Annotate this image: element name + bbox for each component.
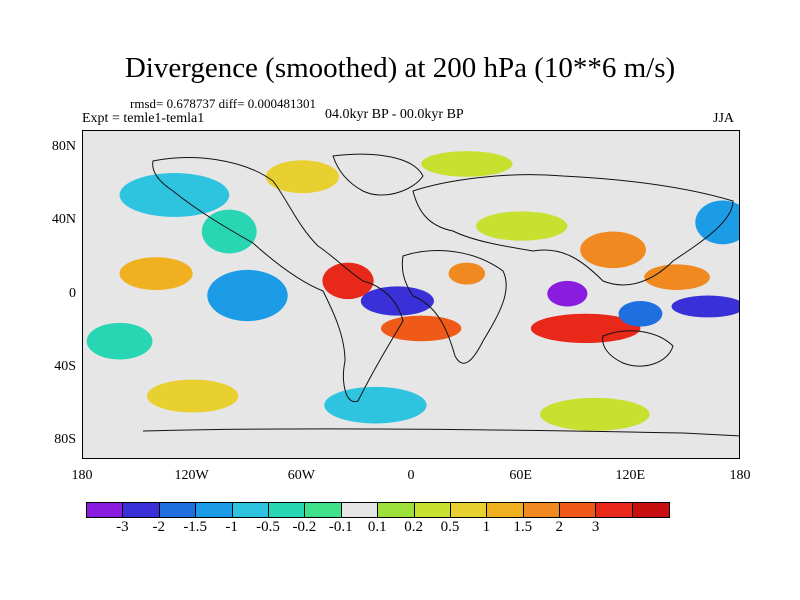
divergence-feature <box>119 257 193 291</box>
divergence-feature <box>547 280 588 307</box>
colorbar-swatch <box>414 503 451 517</box>
colorbar-swatch <box>560 503 597 517</box>
divergence-map <box>83 131 739 458</box>
colorbar-swatch <box>450 503 488 517</box>
divergence-field <box>86 151 739 431</box>
divergence-feature <box>475 211 568 241</box>
divergence-feature <box>580 231 646 269</box>
colorbar <box>86 502 671 518</box>
colorbar-swatch <box>341 503 379 517</box>
divergence-feature <box>119 173 230 217</box>
divergence-feature <box>671 295 739 318</box>
colorbar-tick-label: 2 <box>555 519 563 535</box>
colorbar-swatch <box>87 503 124 517</box>
colorbar-swatch <box>196 503 233 517</box>
divergence-feature <box>324 386 427 424</box>
colorbar-swatch <box>159 503 197 517</box>
map-panel <box>82 130 740 459</box>
rmsd-stats: rmsd= 0.678737 diff= 0.000481301 <box>130 96 316 111</box>
colorbar-tick-label: -1 <box>225 519 238 535</box>
colorbar-tick-label: 1.5 <box>513 519 533 535</box>
colorbar-swatch <box>378 503 415 517</box>
latitude-tick-label: 0 <box>69 285 76 301</box>
colorbar-tick-label: 0.5 <box>440 519 460 535</box>
colorbar-tick-label: -2 <box>152 519 166 535</box>
latitude-tick-label: 40S <box>54 358 76 374</box>
latitude-tick-label: 40N <box>51 212 76 228</box>
longitude-tick-label: 60E <box>509 468 532 483</box>
latitude-tick-label: 80S <box>54 431 76 447</box>
coastlines <box>142 153 739 437</box>
divergence-feature <box>539 397 650 431</box>
colorbar-swatch <box>596 503 633 517</box>
colorbar-tick-label: -0.2 <box>292 519 317 535</box>
colorbar-swatch <box>305 503 342 517</box>
season-label: JJA <box>713 111 735 126</box>
divergence-feature <box>86 322 153 360</box>
divergence-feature <box>146 379 239 413</box>
divergence-feature <box>265 160 339 194</box>
longitude-tick-label: 180 <box>729 468 751 483</box>
colorbar-tick-label: 1 <box>482 519 491 535</box>
divergence-feature <box>421 151 513 177</box>
divergence-feature <box>201 209 257 254</box>
colorbar-tick-label: -0.5 <box>256 519 280 535</box>
colorbar-tick-label: 0.2 <box>404 519 423 535</box>
colorbar-swatch <box>232 503 269 517</box>
colorbar-tick-label: -0.1 <box>328 519 353 535</box>
divergence-feature <box>644 264 710 291</box>
colorbar-swatch <box>487 503 524 517</box>
colorbar-tick-label: 3 <box>591 519 600 535</box>
divergence-feature <box>695 200 739 245</box>
colorbar-tick-label: -3 <box>116 519 129 535</box>
divergence-feature <box>618 300 663 327</box>
divergence-feature <box>448 262 486 285</box>
divergence-feature <box>530 313 641 344</box>
colorbar-swatch <box>268 503 306 517</box>
latitude-tick-label: 80N <box>51 139 76 155</box>
longitude-tick-label: 120E <box>615 468 646 483</box>
colorbar-swatch <box>523 503 561 517</box>
colorbar-swatch <box>123 503 160 517</box>
period-label: 04.0kyr BP - 00.0kyr BP <box>325 107 464 122</box>
colorbar-swatch <box>632 503 670 517</box>
divergence-feature <box>322 262 374 300</box>
plot-title: Divergence (smoothed) at 200 hPa (10**6 … <box>124 52 676 84</box>
colorbar-tick-label: 0.1 <box>367 519 387 535</box>
divergence-feature <box>360 286 434 316</box>
experiment-label: Expt = temle1-temla1 <box>82 111 205 126</box>
divergence-feature <box>207 269 288 322</box>
longitude-tick-label: 0 <box>407 468 415 483</box>
colorbar-tick-label: -1.5 <box>183 519 208 535</box>
longitude-tick-label: 60W <box>287 468 315 483</box>
longitude-tick-label: 180 <box>71 468 93 483</box>
longitude-tick-label: 120W <box>174 468 209 483</box>
